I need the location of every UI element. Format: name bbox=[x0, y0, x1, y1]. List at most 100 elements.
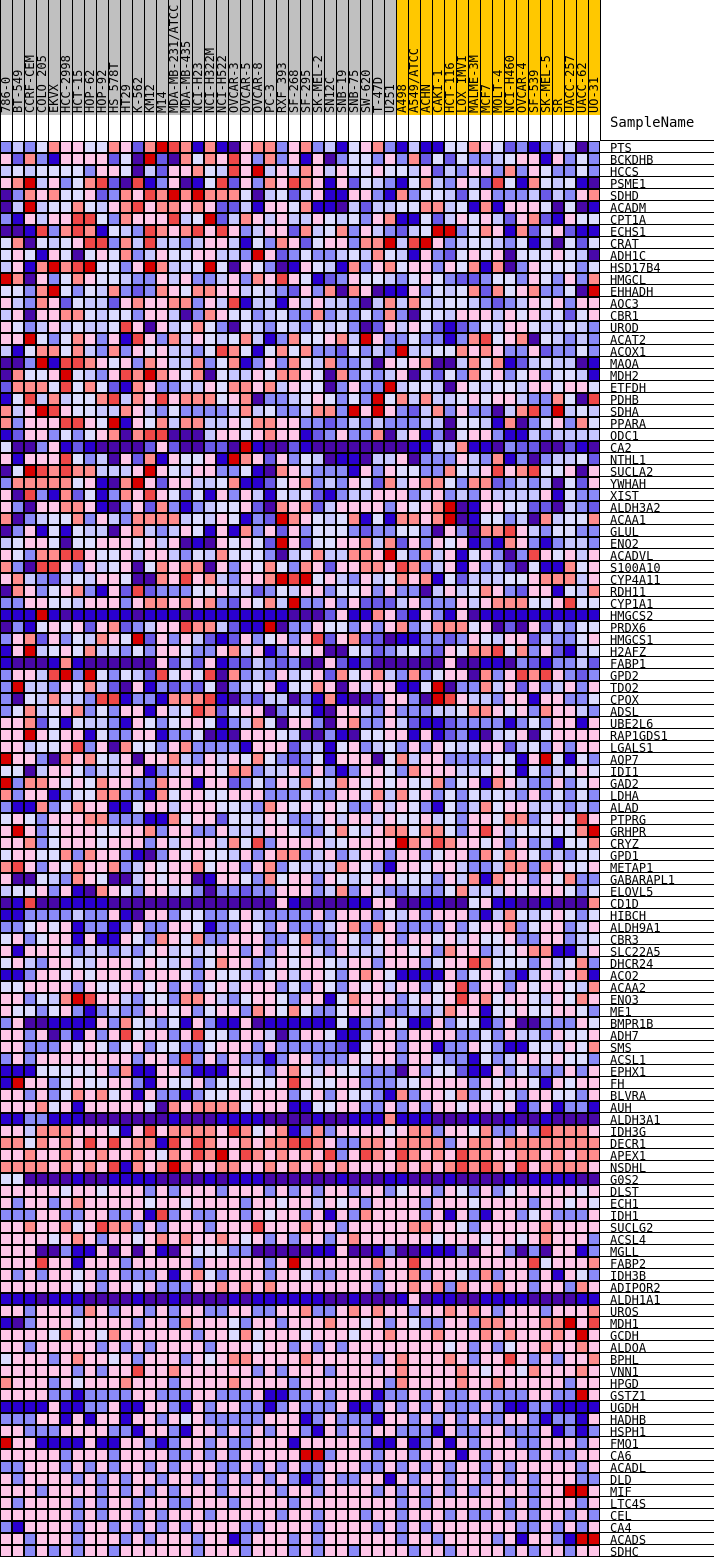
heatmap-cell bbox=[144, 765, 156, 777]
row-label: BCKDHB bbox=[610, 153, 653, 167]
heatmap-cell bbox=[480, 561, 492, 573]
heatmap-cell bbox=[420, 1017, 432, 1029]
heatmap-cell bbox=[552, 429, 564, 441]
heatmap-cell bbox=[324, 477, 336, 489]
heatmap-cell bbox=[336, 645, 348, 657]
heatmap-cell bbox=[528, 933, 540, 945]
heatmap-cell bbox=[396, 861, 408, 873]
heatmap-cell bbox=[252, 681, 264, 693]
heatmap-cell bbox=[480, 885, 492, 897]
heatmap-cell bbox=[288, 933, 300, 945]
heatmap-cell bbox=[216, 945, 228, 957]
heatmap-cell bbox=[528, 297, 540, 309]
heatmap-cell bbox=[48, 1005, 60, 1017]
heatmap-cell bbox=[384, 345, 396, 357]
heatmap-cell bbox=[372, 153, 384, 165]
heatmap-cell bbox=[468, 717, 480, 729]
heatmap-cell bbox=[144, 417, 156, 429]
heatmap-cell bbox=[384, 1125, 396, 1137]
heatmap-cell bbox=[372, 1173, 384, 1185]
heatmap-cell bbox=[240, 345, 252, 357]
heatmap-cell bbox=[492, 261, 504, 273]
heatmap-cell bbox=[348, 669, 360, 681]
heatmap-cell bbox=[516, 1209, 528, 1221]
heatmap-cell bbox=[456, 537, 468, 549]
heatmap-cell bbox=[444, 717, 456, 729]
heatmap-cell bbox=[420, 213, 432, 225]
heatmap-cell bbox=[324, 693, 336, 705]
heatmap-cell bbox=[60, 477, 72, 489]
heatmap-cell bbox=[408, 669, 420, 681]
heatmap-cell bbox=[324, 729, 336, 741]
heatmap-cell bbox=[156, 285, 168, 297]
heatmap-cell bbox=[36, 573, 48, 585]
heatmap-cell bbox=[84, 429, 96, 441]
heatmap-cell bbox=[216, 825, 228, 837]
heatmap-cell bbox=[516, 585, 528, 597]
heatmap-cell bbox=[444, 489, 456, 501]
heatmap-cell bbox=[204, 717, 216, 729]
heatmap-cell bbox=[396, 633, 408, 645]
heatmap-cell bbox=[300, 897, 312, 909]
heatmap-cell bbox=[240, 357, 252, 369]
heatmap-cell bbox=[588, 177, 600, 189]
heatmap-cell bbox=[504, 441, 516, 453]
heatmap-cell bbox=[588, 405, 600, 417]
heatmap-cell bbox=[132, 141, 144, 153]
heatmap-cell bbox=[384, 1017, 396, 1029]
heatmap-cell bbox=[108, 693, 120, 705]
heatmap-cell bbox=[516, 393, 528, 405]
heatmap-cell bbox=[216, 849, 228, 861]
heatmap-cell bbox=[216, 153, 228, 165]
heatmap-cell bbox=[48, 633, 60, 645]
heatmap-cell bbox=[324, 225, 336, 237]
heatmap-cell bbox=[96, 1125, 108, 1137]
heatmap-cell bbox=[492, 189, 504, 201]
heatmap-cell bbox=[276, 1197, 288, 1209]
heatmap-cell bbox=[552, 693, 564, 705]
heatmap-cell bbox=[564, 873, 576, 885]
heatmap-cell bbox=[72, 417, 84, 429]
heatmap-cell bbox=[444, 1053, 456, 1065]
heatmap-cell bbox=[0, 153, 12, 165]
heatmap-cell bbox=[456, 1113, 468, 1125]
heatmap-cell bbox=[420, 621, 432, 633]
heatmap-cell bbox=[204, 1053, 216, 1065]
heatmap-cell bbox=[216, 501, 228, 513]
heatmap-cell bbox=[48, 345, 60, 357]
heatmap-cell bbox=[576, 981, 588, 993]
heatmap-cell bbox=[264, 789, 276, 801]
heatmap-cell bbox=[528, 1041, 540, 1053]
heatmap-cell bbox=[156, 261, 168, 273]
heatmap-cell bbox=[60, 993, 72, 1005]
heatmap-cell bbox=[156, 357, 168, 369]
heatmap-cell bbox=[156, 981, 168, 993]
heatmap-cell bbox=[504, 1065, 516, 1077]
heatmap-cell bbox=[228, 1173, 240, 1185]
heatmap-cell bbox=[252, 789, 264, 801]
heatmap-cell bbox=[144, 921, 156, 933]
heatmap-cell bbox=[252, 1245, 264, 1257]
heatmap-cell bbox=[564, 381, 576, 393]
heatmap-cell bbox=[384, 201, 396, 213]
heatmap-cell bbox=[480, 261, 492, 273]
heatmap-cell bbox=[288, 609, 300, 621]
heatmap-cell bbox=[36, 1221, 48, 1233]
heatmap-cell bbox=[36, 837, 48, 849]
heatmap-cell bbox=[504, 1161, 516, 1173]
heatmap-cell bbox=[24, 633, 36, 645]
heatmap-cell bbox=[288, 321, 300, 333]
column-label: KM12 bbox=[143, 84, 157, 113]
heatmap-cell bbox=[264, 429, 276, 441]
heatmap-cell bbox=[300, 1005, 312, 1017]
heatmap-cell bbox=[204, 837, 216, 849]
heatmap-cell bbox=[420, 537, 432, 549]
heatmap-cell bbox=[348, 1089, 360, 1101]
heatmap-cell bbox=[192, 357, 204, 369]
heatmap-cell bbox=[0, 753, 12, 765]
heatmap-cell bbox=[444, 921, 456, 933]
heatmap-cell bbox=[516, 213, 528, 225]
row-label: FABP1 bbox=[610, 657, 646, 671]
heatmap-cell bbox=[120, 345, 132, 357]
heatmap-cell bbox=[120, 369, 132, 381]
